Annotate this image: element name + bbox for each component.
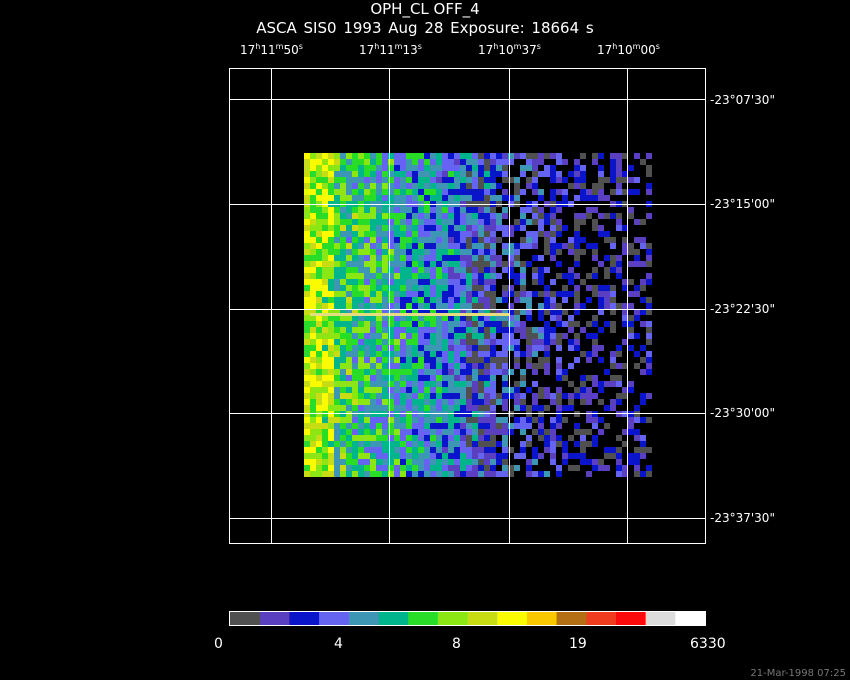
xray-image xyxy=(304,153,652,477)
colorbar-segment xyxy=(526,612,558,625)
colorbar-label: 19 xyxy=(569,636,587,652)
colorbar-segment xyxy=(378,612,409,625)
dec-label: -23°15'00" xyxy=(710,197,775,211)
dec-label: -23°30'00" xyxy=(710,406,775,420)
colorbar-label: 0 xyxy=(214,636,223,652)
plot-frame xyxy=(229,68,706,544)
timestamp: 21-Mar-1998 07:25 xyxy=(750,668,846,679)
colorbar-segment xyxy=(556,612,587,625)
ra-label: 17h11m13s xyxy=(359,42,422,57)
colorbar-label: 6330 xyxy=(690,636,726,652)
ra-label: 17h11m50s xyxy=(240,42,303,57)
colorbar-segment xyxy=(645,612,676,625)
colorbar-label: 8 xyxy=(452,636,461,652)
colorbar-label: 4 xyxy=(334,636,343,652)
colorbar-segment xyxy=(497,612,528,625)
colorbar-segment xyxy=(408,612,439,625)
dec-label: -23°37'30" xyxy=(710,511,775,525)
ra-label: 17h10m00s xyxy=(597,42,660,57)
image-title: OPH_CL OFF_4 xyxy=(370,0,480,18)
ra-label: 17h10m37s xyxy=(478,42,541,57)
colorbar-frame xyxy=(229,611,706,626)
colorbar-segment xyxy=(259,612,290,625)
colorbar-segment xyxy=(467,612,498,625)
colorbar-segment xyxy=(675,612,706,625)
colorbar-segment xyxy=(319,612,350,625)
colorbar-segment xyxy=(230,612,261,625)
colorbar-segment xyxy=(586,612,617,625)
observation-subtitle: ASCA SIS0 1993 Aug 28 Exposure: 18664 s xyxy=(256,19,594,37)
colorbar-segment xyxy=(289,612,320,625)
colorbar-segment xyxy=(348,612,379,625)
colorbar xyxy=(230,612,706,625)
colorbar-segment xyxy=(615,612,647,625)
coordinate-grid xyxy=(229,68,705,543)
colorbar-segment xyxy=(437,612,468,625)
dec-label: -23°22'30" xyxy=(710,302,775,316)
dec-label: -23°07'30" xyxy=(710,93,775,107)
